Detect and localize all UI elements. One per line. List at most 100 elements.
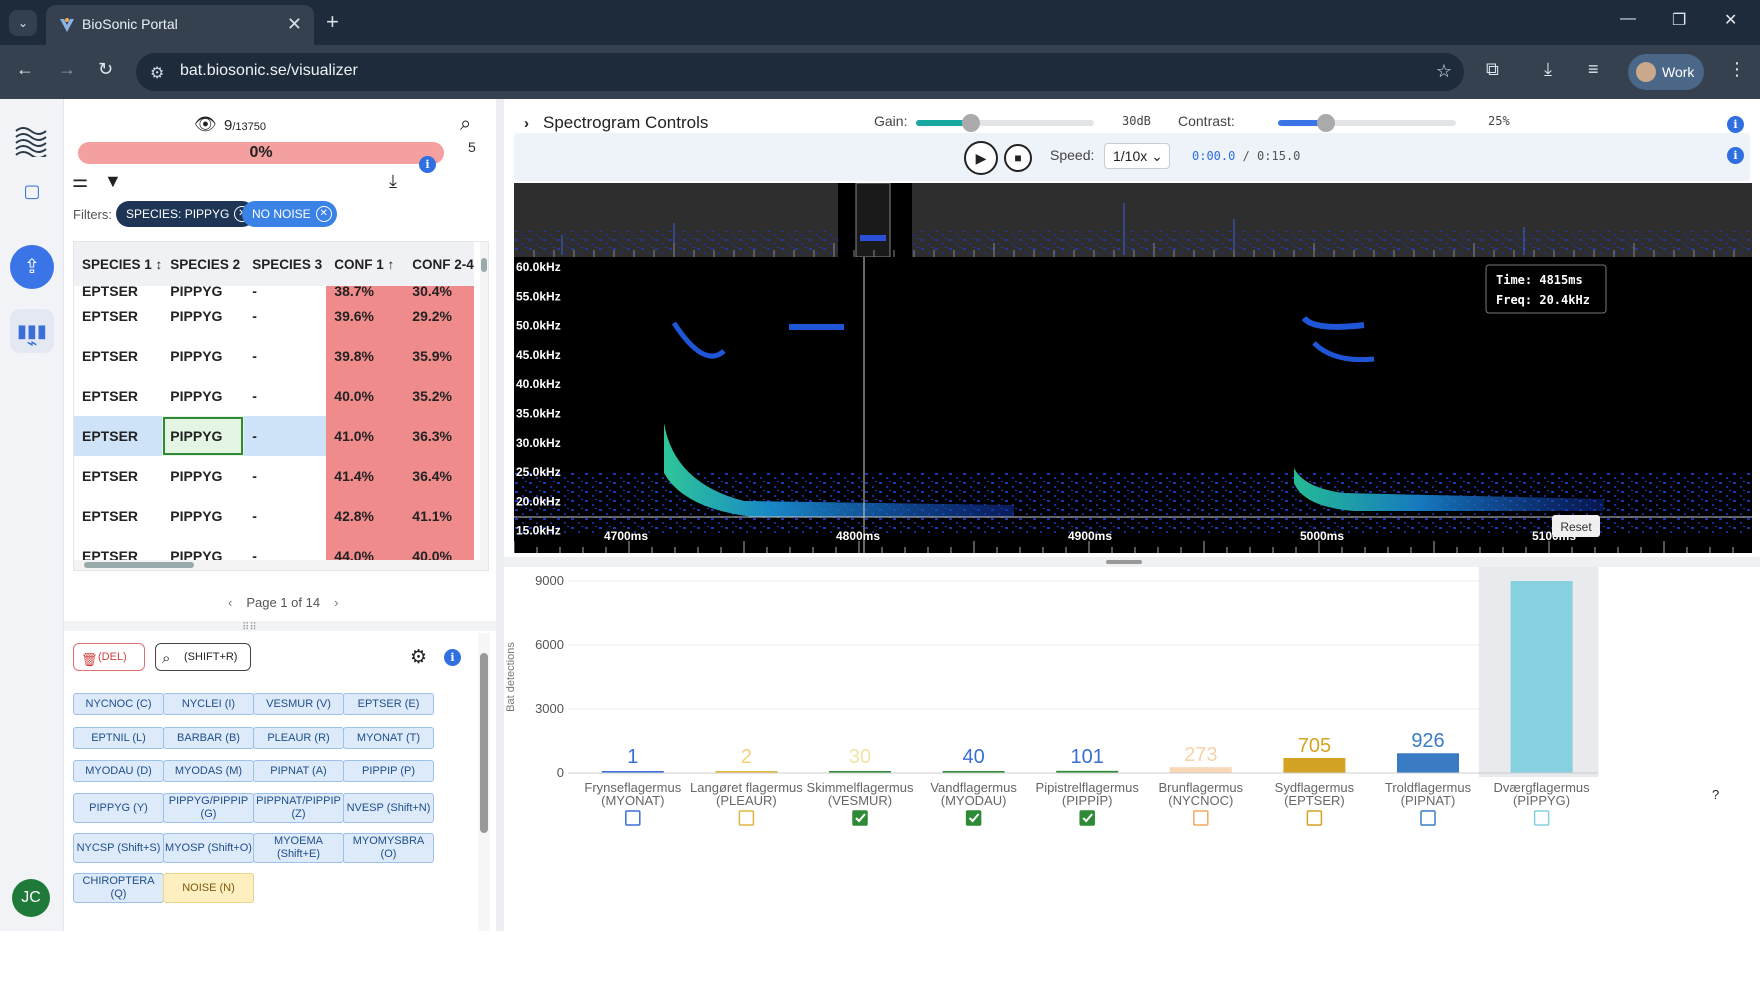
browser-tab[interactable]: BioSonic Portal ✕ (46, 5, 314, 45)
filter-icon[interactable]: ▼ (104, 171, 122, 191)
site-settings-icon[interactable]: ⚙ (150, 65, 165, 82)
spectrogram-view[interactable]: 2000ms4000ms6000ms8000ms10000ms12000ms14… (514, 183, 1752, 553)
table-cell[interactable]: EPTSER (74, 416, 163, 456)
category-checkbox[interactable] (738, 810, 755, 826)
table-cell[interactable]: PIPPYG (162, 416, 245, 456)
gear-icon[interactable]: ⚙ (410, 647, 428, 668)
species-label-button[interactable]: PIPPYG (Y) (73, 793, 164, 823)
species-label-button[interactable]: NVESP (Shift+N) (343, 793, 434, 823)
table-cell[interactable]: 36.3% (404, 416, 474, 456)
table-cell[interactable]: - (252, 508, 257, 524)
table-cell[interactable]: EPTSER (82, 308, 139, 324)
table-cell[interactable]: 41.4% (326, 456, 405, 496)
column-header[interactable]: SPECIES 3 (244, 242, 327, 286)
minimize-icon[interactable]: — (1620, 10, 1636, 27)
table-row[interactable]: EPTSER PIPPYG - 42.8% 41.1% (74, 496, 474, 536)
close-window-icon[interactable]: ✕ (1724, 12, 1738, 29)
category-checkbox[interactable] (1420, 810, 1436, 826)
chip-remove-icon[interactable]: ✕ (315, 206, 332, 222)
species-label-button[interactable]: EPTNIL (L) (73, 727, 164, 749)
contrast-slider[interactable] (1278, 114, 1456, 132)
species-scrollbar[interactable] (478, 633, 490, 931)
table-cell[interactable]: PIPPYG (170, 308, 223, 324)
tab-search-icon[interactable]: ⌄ (9, 10, 37, 36)
table-horizontal-scrollbar[interactable] (74, 560, 484, 570)
overview-viewport-window[interactable] (855, 183, 891, 258)
category-checkbox[interactable] (625, 810, 641, 826)
omnibox[interactable]: ⚙ bat.biosonic.se/visualizer ☆ (136, 53, 1464, 91)
bar[interactable] (942, 771, 1005, 773)
table-row[interactable]: EPTSER PIPPYG - 38.7% 30.4% (74, 286, 474, 296)
upload-icon[interactable]: ⇪ (10, 245, 54, 289)
download-icon[interactable]: ⤓ (1544, 59, 1552, 79)
extensions-icon[interactable]: ⧉ (1486, 59, 1499, 79)
species-label-button[interactable]: NYCSP (Shift+S) (73, 833, 164, 863)
table-cell[interactable]: 42.8% (326, 496, 405, 536)
download-data-icon[interactable]: ⤓ (389, 171, 397, 191)
table-cell[interactable]: 39.8% (326, 336, 405, 376)
table-cell[interactable]: 39.6% (326, 296, 405, 336)
category-checkbox[interactable] (852, 810, 868, 826)
filter-chip[interactable]: NO NOISE ✕ (242, 201, 337, 227)
back-icon[interactable]: ← (16, 59, 34, 79)
column-header[interactable]: SPECIES 2 (162, 242, 245, 286)
category-checkbox[interactable] (965, 810, 982, 826)
table-cell[interactable]: PIPPYG (170, 388, 223, 404)
table-cell[interactable]: EPTSER (82, 348, 139, 364)
find-button[interactable]: ⌕ (SHIFT+R) (155, 643, 251, 671)
table-row[interactable]: EPTSER PIPPYG - 41.4% 36.4% (74, 456, 474, 496)
bar[interactable] (601, 771, 664, 773)
table-cell[interactable]: PIPPYG (170, 468, 223, 484)
species-label-button[interactable]: MYONAT (T) (343, 727, 434, 749)
next-page-icon[interactable]: › (334, 595, 339, 610)
bookmark-star-icon[interactable]: ☆ (1435, 61, 1452, 81)
forward-icon[interactable]: → (58, 59, 76, 79)
table-cell[interactable]: - (252, 548, 257, 564)
panel-separator[interactable] (496, 99, 504, 931)
table-cell[interactable]: 35.2% (404, 376, 474, 416)
new-tab-icon[interactable]: + (326, 9, 339, 34)
table-cell[interactable]: 40.0% (326, 376, 405, 416)
species-label-button[interactable]: EPTSER (E) (343, 693, 434, 715)
tablet-view-icon[interactable]: ▢ (23, 181, 41, 201)
species-label-button[interactable]: MYOMYSBRA (O) (343, 833, 434, 863)
table-row[interactable]: EPTSER PIPPYG - 40.0% 35.2% (74, 376, 474, 416)
species-label-button[interactable]: NOISE (N) (163, 873, 254, 903)
browser-menu-icon[interactable]: ⋮ (1728, 59, 1746, 79)
delete-button[interactable]: 🗑 (DEL) (73, 643, 145, 671)
species-label-button[interactable]: NYCLEI (I) (163, 693, 254, 715)
biosonic-logo-icon[interactable] (14, 123, 48, 157)
table-cell[interactable]: PIPPYG (170, 348, 223, 364)
routes-icon[interactable]: ⌁ (26, 333, 38, 353)
category-checkbox[interactable] (1193, 810, 1209, 826)
gain-slider[interactable] (916, 114, 1094, 132)
play-button[interactable]: ▶ (964, 141, 998, 175)
table-cell[interactable]: 41.0% (326, 416, 405, 456)
table-cell[interactable]: 41.1% (404, 496, 474, 536)
spectrogram-controls-toggle[interactable]: › Spectrogram Controls (524, 113, 709, 132)
tab-close-icon[interactable]: ✕ (286, 14, 302, 34)
species-info-icon[interactable]: i (444, 649, 461, 666)
controls-info-icon[interactable]: i (1727, 116, 1744, 133)
table-row[interactable]: EPTSER PIPPYG -41.0% 36.3% (74, 416, 474, 456)
search-icon[interactable]: ⌕ (460, 113, 472, 135)
table-cell[interactable]: EPTSER (82, 468, 139, 484)
table-vertical-scrollbar[interactable] (480, 242, 488, 570)
audio-wave-icon[interactable]: ▮▮▮ (10, 309, 54, 353)
species-label-button[interactable]: MYODAU (D) (73, 760, 164, 782)
speed-select[interactable]: 1/10x ⌄ (1104, 143, 1170, 169)
table-row[interactable]: EPTSER PIPPYG - 39.6% 29.2% (74, 296, 474, 336)
bar[interactable] (1397, 753, 1459, 773)
bar[interactable] (829, 771, 891, 773)
table-cell[interactable]: - (252, 468, 257, 484)
table-cell[interactable]: 35.9% (404, 336, 474, 376)
table-cell[interactable]: PIPPYG (170, 508, 223, 524)
species-label-button[interactable]: MYOEMA (Shift+E) (253, 833, 344, 863)
contrast-slider-knob[interactable] (1317, 114, 1336, 132)
user-avatar[interactable]: JC (12, 879, 50, 917)
table-cell[interactable]: 29.2% (404, 296, 474, 336)
overview-strip[interactable] (514, 183, 1752, 258)
category-checkbox[interactable] (1533, 810, 1550, 826)
reload-icon[interactable]: ↻ (98, 59, 114, 79)
table-cell[interactable]: EPTSER (82, 508, 139, 524)
